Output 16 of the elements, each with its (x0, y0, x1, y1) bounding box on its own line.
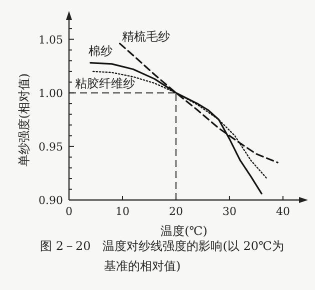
y-tick-label: 1.00 (38, 86, 63, 100)
y-axis-title: 单纱强度(相对值) (17, 73, 31, 167)
x-tick-label: 40 (276, 205, 290, 218)
x-tick-label: 0 (66, 205, 72, 218)
caption: 图 2－20 温度对纱线强度的影响(以 20℃为 (40, 239, 284, 253)
y-tick-label: 0.95 (38, 140, 63, 154)
x-tick-label: 20 (168, 205, 183, 218)
x-axis-title: 温度(℃) (160, 224, 208, 238)
series-label: 精梳毛纱 (122, 30, 170, 44)
text: 基准的相对值) (104, 259, 181, 273)
series-label: 粘胶纤维纱 (75, 76, 136, 90)
x-tick-label: 10 (115, 205, 130, 218)
y-tick-label: 0.90 (38, 194, 63, 207)
series-label: 棉纱 (88, 44, 112, 58)
x-tick-label: 30 (222, 205, 236, 218)
y-tick-label: 1.05 (38, 33, 63, 46)
